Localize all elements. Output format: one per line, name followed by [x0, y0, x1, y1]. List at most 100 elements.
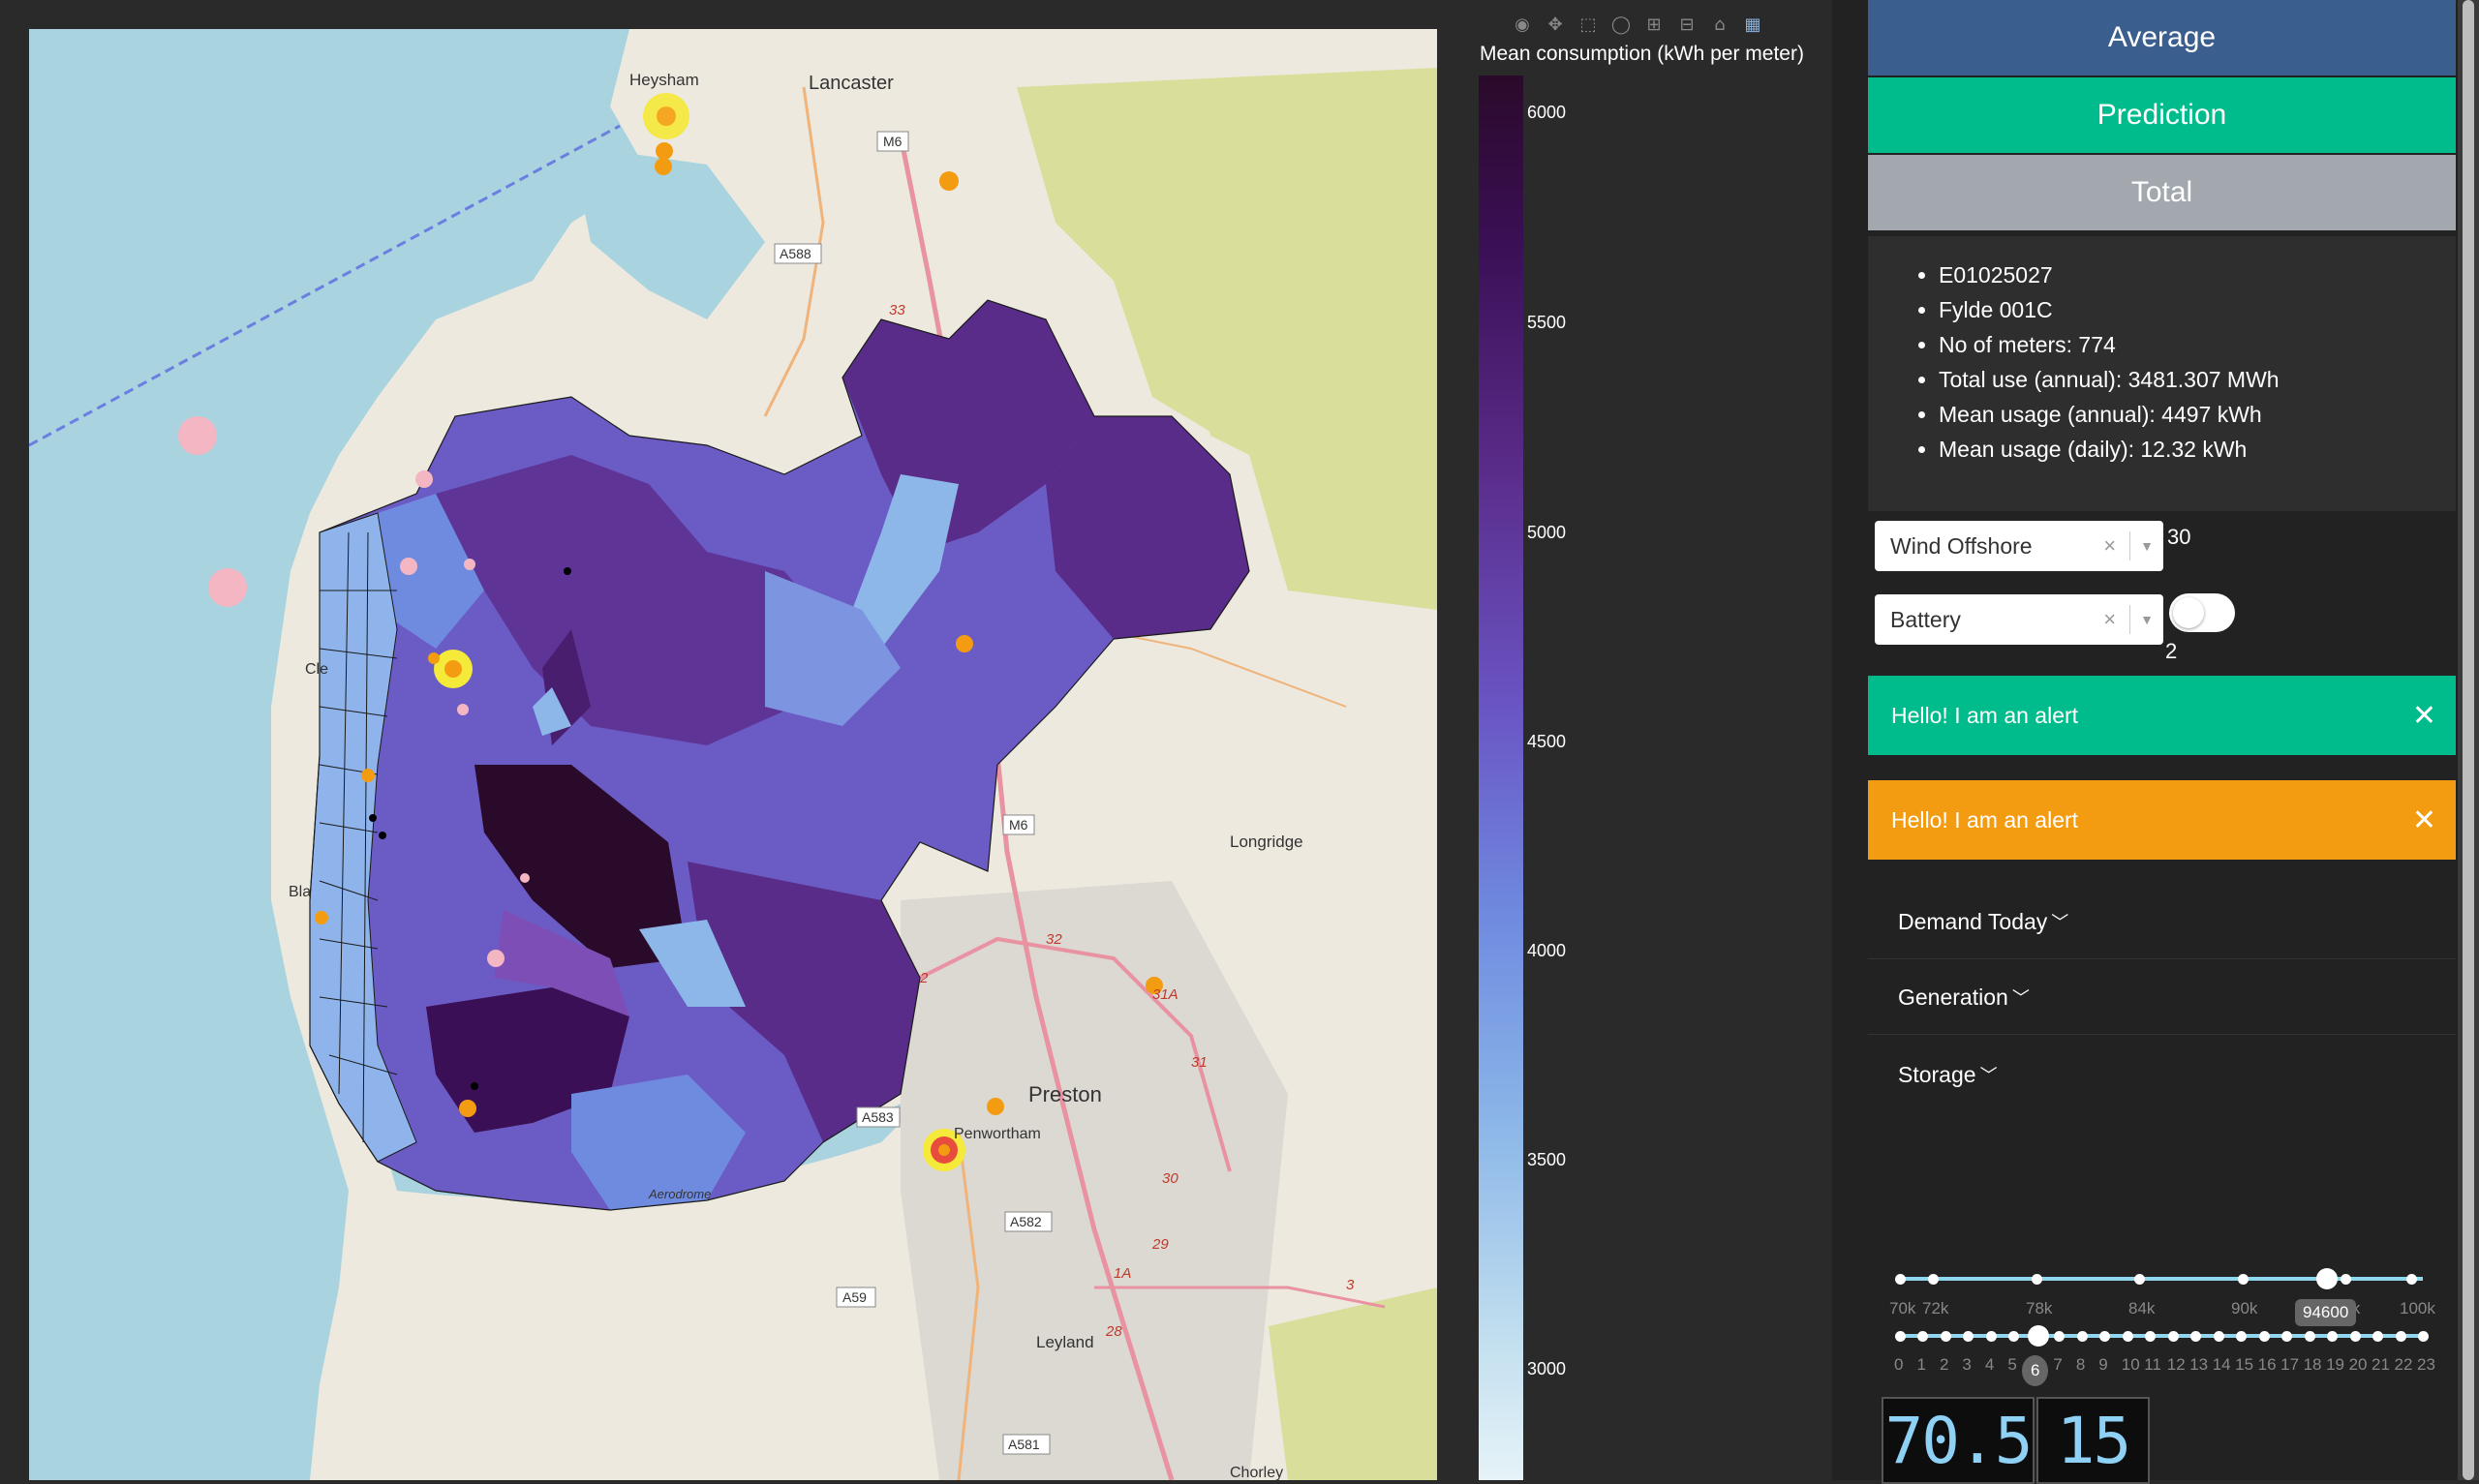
chevron-down-icon[interactable]: ▼	[2140, 612, 2154, 627]
junction-label: 31A	[1152, 986, 1178, 1003]
slider-mark	[2134, 1274, 2145, 1285]
slider-mark	[1963, 1331, 1974, 1342]
road-label: A59	[842, 1289, 867, 1305]
accordion-label: Demand Today	[1898, 908, 2048, 934]
close-icon[interactable]: ✕	[2411, 698, 2436, 733]
zoom-out-icon[interactable]: ⊟	[1679, 14, 1695, 35]
slider-tick: 9	[2098, 1355, 2108, 1374]
accordion-demand-today[interactable]: Demand Today ﹀	[1868, 885, 2456, 959]
accordion-storage[interactable]: Storage ﹀	[1868, 1038, 2456, 1111]
junction-label: 33	[889, 302, 905, 318]
slider-tick: 0	[1894, 1355, 1904, 1374]
slider-handle[interactable]	[2028, 1325, 2049, 1347]
alert-text: Hello! I am an alert	[1891, 806, 2079, 833]
colorbar-title: Mean consumption (kWh per meter)	[1480, 43, 1804, 65]
place-label-cle: Cle	[305, 661, 328, 678]
slider-tick: 84k	[2128, 1299, 2156, 1317]
led-display-left: 70.5	[1882, 1397, 2035, 1484]
slider-mark	[2122, 1331, 2133, 1342]
led-display-right: 15	[2036, 1397, 2150, 1484]
close-icon[interactable]: ✕	[2411, 803, 2436, 837]
slider-tick: 1	[1916, 1355, 1926, 1374]
slider-mark	[2418, 1331, 2429, 1342]
toggle-knob[interactable]	[2173, 597, 2204, 628]
junction-label: 2	[919, 970, 929, 986]
clear-icon[interactable]: ×	[2103, 607, 2117, 631]
slider-tick: 15	[2235, 1355, 2254, 1374]
slider-tick: 7	[2053, 1355, 2063, 1374]
tab-average[interactable]: Average	[1868, 0, 2456, 76]
place-label-bla: Bla	[289, 884, 311, 900]
place-label-lancaster: Lancaster	[809, 73, 894, 94]
area-name: Fylde 001C	[1939, 292, 2456, 327]
slider-tick: 18	[2303, 1355, 2322, 1374]
demand-range-slider[interactable]	[1900, 1277, 2423, 1281]
alert-success: Hello! I am an alert ✕	[1868, 676, 2456, 755]
storage-type-dropdown[interactable]: Battery × ▼	[1875, 594, 2163, 645]
slider-tick: 22	[2394, 1355, 2413, 1374]
road-label: M6	[1009, 817, 1028, 833]
hour-slider[interactable]	[1900, 1334, 2423, 1338]
slider-tick: 70k	[1889, 1299, 1916, 1317]
chevron-down-icon: ﹀	[1979, 1066, 1998, 1085]
box-select-icon[interactable]: ⬚	[1579, 14, 1597, 35]
accordion-generation[interactable]: Generation ﹀	[1868, 960, 2456, 1035]
accordion-label: Storage	[1898, 1061, 1976, 1087]
mean-usage-daily: Mean usage (daily): 12.32 kWh	[1939, 432, 2456, 467]
area-info-list: E01025027 Fylde 001C No of meters: 774 T…	[1868, 257, 2456, 467]
slider-mark	[2341, 1274, 2351, 1285]
storage-toggle[interactable]	[2169, 593, 2235, 632]
scrollbar[interactable]	[2458, 0, 2479, 1480]
choropleth-map[interactable]: Heysham Lancaster Longridge Preston Penw…	[29, 29, 1437, 1480]
junction-label: 1A	[1114, 1265, 1131, 1282]
slider-tick: 12	[2166, 1355, 2186, 1374]
junction-label: 29	[1151, 1236, 1169, 1253]
slider-tick: 21	[2372, 1355, 2390, 1374]
road-label: A588	[780, 246, 811, 261]
scrollbar-thumb[interactable]	[2463, 0, 2474, 1480]
meter-count: No of meters: 774	[1939, 327, 2456, 362]
tab-prediction[interactable]: Prediction	[1868, 77, 2456, 153]
slider-tick: 14	[2212, 1355, 2231, 1374]
colorbar	[1479, 76, 1523, 1480]
area-code: E01025027	[1939, 257, 2456, 292]
road-label: A582	[1010, 1214, 1042, 1229]
map-canvas[interactable]: Heysham Lancaster Longridge Preston Penw…	[29, 29, 1437, 1480]
total-use: Total use (annual): 3481.307 MWh	[1939, 362, 2456, 397]
alert-warning: Hello! I am an alert ✕	[1868, 780, 2456, 860]
slider-handle[interactable]	[2316, 1268, 2338, 1289]
plotly-logo-icon[interactable]: ▦	[1744, 14, 1761, 35]
colorbar-tick: 3000	[1527, 1359, 1567, 1378]
slider-tick: 13	[2189, 1355, 2209, 1374]
slider-value-tooltip: 6	[2022, 1355, 2049, 1386]
zoom-in-icon[interactable]: ⊞	[1646, 14, 1662, 35]
home-icon[interactable]: ⌂	[1714, 14, 1726, 35]
clear-icon[interactable]: ×	[2103, 533, 2117, 558]
slider-value-tooltip: 94600	[2295, 1299, 2357, 1326]
slider-tick: 72k	[1922, 1299, 1949, 1317]
slider-mark	[2395, 1331, 2406, 1342]
slider-mark	[2076, 1331, 2088, 1342]
slider-mark	[2190, 1331, 2202, 1342]
lasso-icon[interactable]: ◯	[1610, 14, 1632, 35]
chevron-down-icon[interactable]: ▼	[2140, 538, 2154, 554]
plot-modebar: ◉ ✥ ⬚ ◯ ⊞ ⊟ ⌂ ▦	[1511, 10, 1764, 39]
pan-icon[interactable]: ✥	[1547, 14, 1563, 35]
dropdown-value: Battery	[1890, 606, 1961, 632]
junction-label: 32	[1046, 931, 1062, 948]
generation-number: 30	[2167, 525, 2191, 549]
storage-number: 2	[2165, 639, 2178, 663]
alert-text: Hello! I am an alert	[1891, 702, 2079, 728]
tab-total[interactable]: Total	[1868, 155, 2456, 230]
camera-icon[interactable]: ◉	[1515, 14, 1530, 35]
place-label-leyland: Leyland	[1036, 1333, 1094, 1351]
road-label: A581	[1008, 1437, 1040, 1452]
place-label-preston: Preston	[1028, 1082, 1102, 1106]
slider-mark	[1895, 1331, 1906, 1342]
generation-type-dropdown[interactable]: Wind Offshore × ▼	[1875, 521, 2163, 571]
dropdown-value: Wind Offshore	[1890, 532, 2033, 559]
colorbar-tick: 4000	[1527, 941, 1567, 960]
mean-usage-annual: Mean usage (annual): 4497 kWh	[1939, 397, 2456, 432]
colorbar-tick: 5000	[1527, 523, 1567, 542]
colorbar-tick: 3500	[1527, 1150, 1567, 1169]
